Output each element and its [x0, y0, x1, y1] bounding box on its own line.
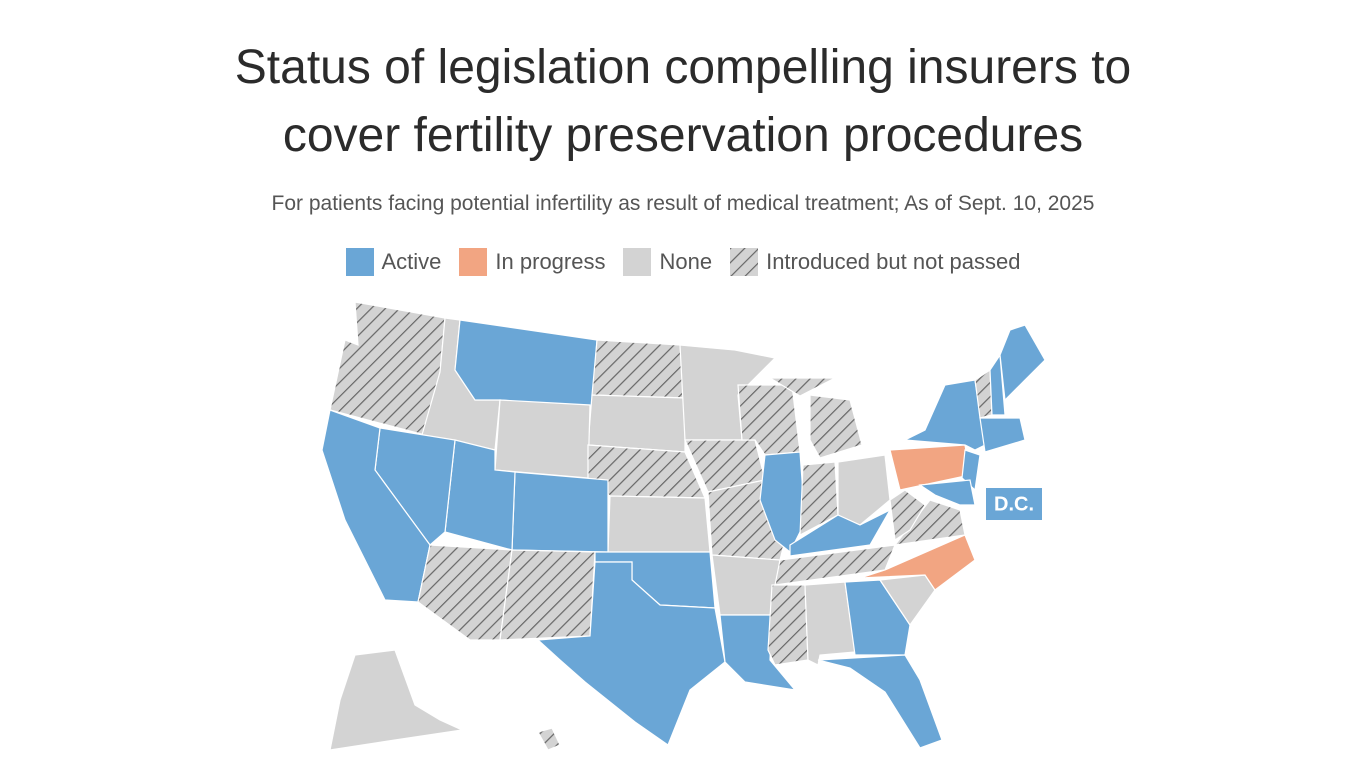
state [809, 394, 863, 459]
state [499, 549, 596, 641]
state [789, 508, 892, 557]
state [536, 561, 726, 746]
state [999, 324, 1046, 402]
state [607, 495, 711, 553]
legend-item: In progress [459, 248, 605, 276]
legend-swatch [730, 248, 759, 276]
state [587, 394, 686, 453]
state [902, 379, 986, 451]
state [711, 554, 781, 616]
dc-label: D.C. [994, 493, 1034, 515]
legend-item: Introduced but not passed [730, 248, 1021, 276]
legend-item: None [623, 248, 712, 276]
state [767, 377, 836, 397]
state [329, 649, 465, 751]
legend-label: None [659, 249, 713, 274]
title: Status of legislation compelling insurer… [234, 41, 1132, 162]
legend-swatch [623, 248, 652, 276]
state [494, 399, 591, 479]
legend-label: In progress [495, 249, 606, 274]
state [817, 654, 943, 749]
state [537, 727, 561, 751]
state [454, 319, 598, 409]
state [417, 544, 513, 641]
state [767, 584, 809, 666]
state [918, 479, 976, 506]
state [889, 489, 926, 542]
legend: Active In progress None Introduced but not … [0, 248, 1366, 276]
legend-item: Active [345, 248, 442, 276]
state [511, 471, 609, 553]
subtitle: For patients facing potential infertilit… [271, 192, 1095, 215]
state [591, 339, 686, 399]
state [844, 579, 911, 656]
legend-swatch [345, 248, 374, 276]
legend-label: Active [381, 249, 442, 274]
state [837, 454, 891, 526]
legend-swatch [459, 248, 488, 276]
dc-label-box [986, 488, 1042, 520]
state [979, 417, 1026, 453]
legend-label: Introduced but not passed [766, 249, 1021, 274]
